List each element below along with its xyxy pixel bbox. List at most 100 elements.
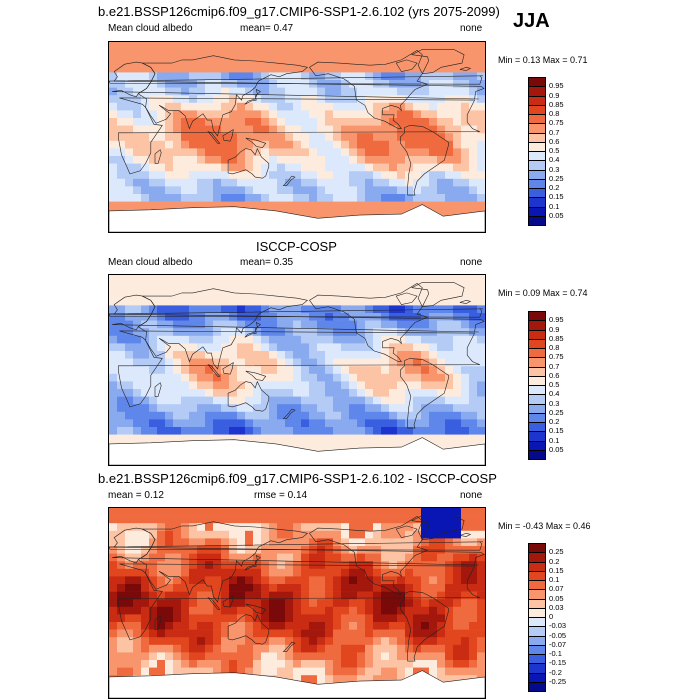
field-cell: [293, 42, 302, 50]
field-cell: [165, 614, 174, 623]
field-cell: [229, 637, 238, 646]
field-cell: [317, 591, 326, 600]
field-cell: [237, 404, 246, 413]
field-cell: [213, 72, 222, 81]
field-cell: [125, 553, 134, 562]
field-cell: [197, 297, 206, 306]
field-cell: [349, 297, 358, 306]
field-cell: [301, 614, 310, 623]
field-cell: [341, 652, 350, 661]
field-cell: [373, 599, 382, 608]
field-cell: [269, 637, 278, 646]
field-cell: [117, 508, 126, 516]
colorbar-tick-label: 0.95: [549, 81, 564, 91]
field-cell: [237, 335, 246, 344]
field-cell: [253, 622, 262, 630]
field-cell: [293, 644, 302, 653]
field-cell: [405, 118, 414, 126]
field-cell: [389, 614, 398, 623]
field-cell: [173, 396, 182, 405]
field-cell: [333, 194, 342, 202]
field-cell: [125, 343, 134, 352]
field-cell: [149, 523, 158, 532]
field-cell: [221, 320, 230, 329]
field-cell: [221, 622, 230, 630]
field-cell: [373, 140, 382, 149]
field-cell: [205, 140, 214, 149]
field-cell: [149, 133, 158, 142]
field-cell: [205, 411, 214, 420]
field-cell: [269, 297, 278, 306]
field-cell: [309, 366, 318, 375]
field-cell: [381, 599, 390, 608]
field-cell: [157, 538, 166, 547]
field-cell: [397, 42, 406, 50]
field-cell: [301, 186, 310, 195]
field-cell: [269, 140, 278, 149]
field-cell: [261, 652, 270, 661]
field-cell: [261, 275, 270, 283]
field-cell: [405, 72, 414, 81]
field-cell: [285, 591, 294, 600]
field-cell: [477, 427, 485, 435]
field-cell: [397, 49, 406, 58]
field-cell: [309, 568, 318, 577]
field-cell: [117, 404, 126, 413]
field-cell: [117, 389, 126, 397]
field-cell: [421, 156, 430, 164]
field-cell: [173, 622, 182, 630]
field-cell: [357, 125, 366, 134]
field-cell: [461, 373, 470, 382]
field-cell: [237, 538, 246, 547]
field-cell: [197, 523, 206, 532]
field-cell: [269, 275, 278, 283]
field-cell: [445, 358, 454, 367]
field-cell: [237, 290, 246, 299]
field-cell: [349, 358, 358, 367]
field-cell: [349, 396, 358, 405]
field-cell: [421, 644, 430, 653]
field-cell: [421, 290, 430, 299]
field-cell: [149, 140, 158, 149]
field-cell: [149, 125, 158, 134]
field-cell: [349, 148, 358, 157]
field-cell: [349, 622, 358, 630]
field-cell: [173, 652, 182, 661]
field-cell: [349, 186, 358, 195]
field-cell: [405, 305, 414, 314]
field-cell: [269, 530, 278, 539]
field-cell: [197, 201, 206, 210]
field-cell: [309, 320, 318, 329]
field-cell: [141, 614, 150, 623]
field-cell: [117, 561, 126, 570]
field-cell: [109, 102, 118, 111]
field-cell: [141, 523, 150, 532]
field-cell: [309, 351, 318, 359]
field-cell: [277, 186, 286, 195]
field-cell: [413, 358, 422, 367]
field-cell: [285, 42, 294, 50]
field-cell: [357, 667, 366, 676]
field-cell: [317, 148, 326, 157]
field-cell: [277, 72, 286, 81]
field-cell: [261, 396, 270, 405]
field-cell: [317, 442, 326, 451]
field-cell: [133, 584, 142, 592]
field-cell: [421, 591, 430, 600]
field-cell: [189, 606, 198, 615]
field-cell: [373, 530, 382, 539]
field-cell: [357, 297, 366, 306]
field-cell: [269, 118, 278, 126]
field-cell: [325, 553, 334, 562]
field-cell: [125, 297, 134, 306]
field-cell: [221, 42, 230, 50]
field-cell: [125, 335, 134, 344]
field-cell: [141, 644, 150, 653]
field-cell: [309, 515, 318, 524]
field-cell: [421, 163, 430, 172]
field-cell: [317, 599, 326, 608]
field-cell: [445, 118, 454, 126]
field-cell: [109, 351, 118, 359]
field-cell: [405, 297, 414, 306]
field-cell: [205, 546, 214, 554]
